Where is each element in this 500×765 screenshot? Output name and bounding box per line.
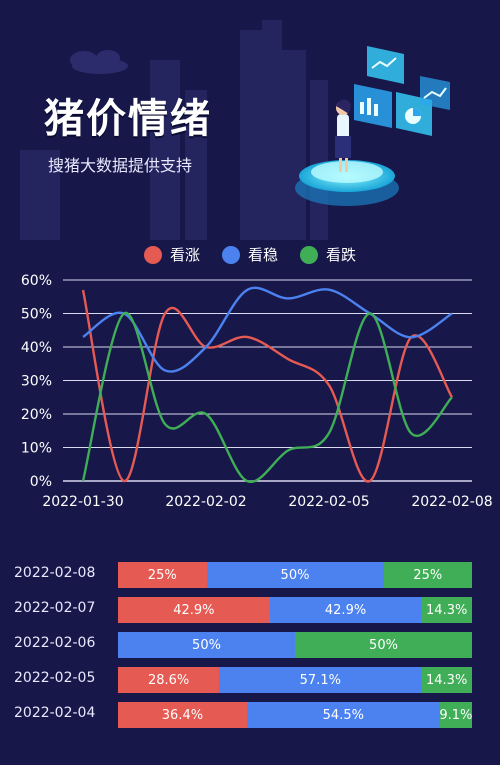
stacked-bar: 25% 50% 25% xyxy=(118,562,472,588)
y-tick-label: 10% xyxy=(21,441,52,457)
data-platform-illustration xyxy=(295,46,450,206)
y-tick-label: 0% xyxy=(30,474,52,490)
bar-segment-stable: 54.5% xyxy=(246,702,440,728)
stacked-bar: 36.4% 54.5% 9.1% xyxy=(118,702,472,728)
bar-date-label: 2022-02-06 xyxy=(14,635,96,651)
chart-legend: 看涨 看稳 看跌 xyxy=(0,244,500,265)
legend-label-up: 看涨 xyxy=(169,246,200,264)
legend-label-stable: 看稳 xyxy=(247,246,278,264)
sentiment-line-chart: 0% 10% 20% 30% 40% 50% 60% 2022-01-30 2022-02-02… xyxy=(21,273,493,510)
y-tick-label: 50% xyxy=(21,307,52,323)
legend-item-down[interactable]: 看跌 xyxy=(300,244,356,265)
bar-row: 2022-02-05 28.6% 57.1% 14.3% xyxy=(0,667,500,693)
y-tick-label: 20% xyxy=(21,407,52,423)
legend-dot-up xyxy=(143,245,162,264)
x-tick-label: 2022-02-02 xyxy=(165,494,246,510)
legend-item-stable[interactable]: 看稳 xyxy=(221,244,278,265)
bar-segment-down: 50% xyxy=(295,632,472,658)
y-tick-label: 60% xyxy=(21,273,52,289)
x-tick-label: 2022-02-08 xyxy=(411,494,492,510)
stacked-bar: 50% 50% xyxy=(118,632,472,658)
bar-segment-up: 42.9% xyxy=(118,597,270,623)
page-title: 猪价情绪 xyxy=(44,96,212,142)
bar-segment-up: 28.6% xyxy=(118,667,220,693)
x-tick-label: 2022-01-30 xyxy=(42,494,123,510)
bar-row: 2022-02-06 50% 50% xyxy=(0,632,500,658)
stacked-bar: 42.9% 42.9% 14.3% xyxy=(118,597,472,623)
bar-date-label: 2022-02-05 xyxy=(14,670,96,686)
y-tick-label: 40% xyxy=(21,340,52,356)
y-tick-label: 30% xyxy=(21,374,52,390)
bar-segment-stable: 50% xyxy=(206,562,384,588)
bar-date-label: 2022-02-07 xyxy=(14,600,96,616)
bar-row: 2022-02-08 25% 50% 25% xyxy=(0,562,500,588)
bar-segment-down: 14.3% xyxy=(421,597,472,623)
page-subtitle: 搜猪大数据提供支持 xyxy=(48,156,193,175)
bar-date-label: 2022-02-08 xyxy=(14,565,96,581)
bar-segment-down: 25% xyxy=(383,562,472,588)
legend-label-down: 看跌 xyxy=(326,246,357,264)
bar-segment-stable: 50% xyxy=(118,632,295,658)
bar-segment-up: 36.4% xyxy=(118,702,247,728)
bar-segment-down: 14.3% xyxy=(421,667,472,693)
bar-row: 2022-02-04 36.4% 54.5% 9.1% xyxy=(0,702,500,728)
bar-segment-up: 25% xyxy=(118,562,207,588)
bar-date-label: 2022-02-04 xyxy=(14,705,96,721)
bar-segment-stable: 42.9% xyxy=(269,597,422,623)
bar-row: 2022-02-07 42.9% 42.9% 14.3% xyxy=(0,597,500,623)
bar-segment-down: 9.1% xyxy=(439,702,472,728)
x-tick-label: 2022-02-05 xyxy=(288,494,369,510)
legend-item-up[interactable]: 看涨 xyxy=(143,244,200,265)
series-line-stable xyxy=(82,286,453,373)
bar-segment-stable: 57.1% xyxy=(219,667,422,693)
stacked-bar: 28.6% 57.1% 14.3% xyxy=(118,667,472,693)
series-line-down xyxy=(81,312,453,483)
series-line-up xyxy=(81,289,454,483)
legend-dot-down xyxy=(300,245,318,264)
legend-dot-stable xyxy=(221,245,240,264)
